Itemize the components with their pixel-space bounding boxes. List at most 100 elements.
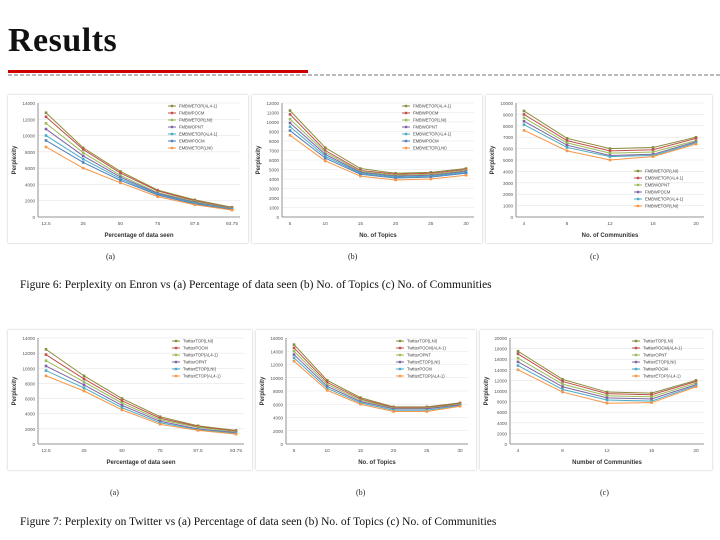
data-point bbox=[288, 109, 292, 112]
x-tick-label: 8 bbox=[566, 221, 569, 227]
legend-label: FMBWPOCM bbox=[413, 111, 439, 116]
legend-label: FMBWETOP(AL4-1) bbox=[413, 104, 452, 109]
legend-marker bbox=[398, 339, 402, 343]
data-point bbox=[120, 399, 124, 403]
data-point bbox=[81, 161, 85, 164]
data-point bbox=[561, 388, 564, 391]
chart-twitter-c: 0 2000 4000 6000 8000 10000 12000 14000 16000 180… bbox=[480, 330, 712, 470]
data-point bbox=[288, 113, 292, 116]
legend-marker bbox=[404, 118, 408, 122]
x-tick-label: 12.5 bbox=[41, 448, 51, 454]
x-tick-label: 10 bbox=[323, 221, 329, 227]
y-tick-label: 0 bbox=[510, 215, 513, 220]
x-tick-label: 20 bbox=[391, 448, 397, 454]
y-tick-label: 6000 bbox=[273, 402, 284, 407]
x-tick-label: 50 bbox=[118, 221, 124, 227]
legend-marker bbox=[170, 104, 174, 108]
data-point bbox=[44, 359, 48, 363]
y-tick-label: 10000 bbox=[22, 366, 35, 371]
data-point bbox=[394, 178, 397, 182]
data-point bbox=[81, 157, 85, 161]
data-point bbox=[292, 359, 296, 363]
data-point bbox=[522, 116, 526, 120]
x-tick-label: 93.75 bbox=[230, 448, 242, 454]
data-point bbox=[158, 415, 162, 419]
data-point bbox=[158, 421, 162, 425]
data-point bbox=[694, 381, 698, 385]
data-point bbox=[561, 378, 564, 381]
data-point bbox=[565, 137, 569, 140]
legend-marker bbox=[170, 118, 174, 122]
y-axis-label: Perplexity bbox=[490, 145, 496, 174]
data-point bbox=[650, 399, 653, 403]
legend-marker bbox=[404, 132, 408, 136]
y-axis-label: Perplexity bbox=[256, 145, 262, 174]
data-point bbox=[44, 348, 48, 351]
y-tick-label: 14000 bbox=[270, 349, 283, 354]
x-tick-label: 4 bbox=[523, 221, 526, 227]
y-tick-label: 10000 bbox=[270, 376, 283, 381]
data-point bbox=[119, 181, 122, 185]
legend-label: TwitterPOCM bbox=[407, 367, 432, 372]
data-point bbox=[608, 149, 612, 153]
legend-label: EMBWETOP(LNI) bbox=[413, 146, 447, 151]
data-point bbox=[288, 129, 292, 132]
data-point bbox=[44, 134, 48, 137]
data-point bbox=[516, 368, 520, 372]
y-tick-label: 18000 bbox=[494, 347, 507, 352]
x-tick-label: 25 bbox=[424, 448, 430, 454]
data-point bbox=[516, 360, 520, 364]
data-point bbox=[81, 151, 85, 154]
legend-marker bbox=[398, 360, 402, 364]
series-line bbox=[293, 360, 461, 413]
x-tick-label: 75 bbox=[155, 221, 161, 227]
data-point bbox=[323, 153, 327, 156]
data-point bbox=[44, 122, 48, 125]
chart-twitter-a-svg: 0 2000 4000 6000 8000 10000 12000 14000 12.5 25 50… bbox=[12, 336, 244, 466]
legend-label: EMBWOPNT bbox=[645, 183, 670, 188]
legend-marker bbox=[634, 360, 638, 364]
legend-marker bbox=[634, 339, 638, 343]
legend-marker bbox=[170, 146, 174, 150]
x-tick-label: 16 bbox=[650, 221, 656, 227]
data-point bbox=[81, 148, 85, 151]
data-point bbox=[156, 195, 159, 198]
x-tick-label: 5 bbox=[293, 448, 296, 454]
y-tick-label: 12000 bbox=[494, 378, 507, 383]
y-tick-label: 6000 bbox=[497, 410, 508, 415]
data-point bbox=[516, 356, 520, 360]
data-point bbox=[120, 401, 124, 405]
data-point bbox=[288, 117, 292, 121]
y-tick-label: 1000 bbox=[503, 204, 514, 209]
data-point bbox=[323, 146, 327, 149]
x-tick-label: 4 bbox=[517, 448, 520, 454]
data-point bbox=[323, 154, 327, 158]
legend-label: TwitterTOP(LNI) bbox=[643, 339, 674, 344]
legend-label: EMBWETOP(AL4-1) bbox=[645, 197, 684, 202]
x-tick-label: 20 bbox=[693, 448, 699, 454]
legend-label: FMBWOPNT bbox=[179, 125, 204, 130]
y-tick-label: 0 bbox=[504, 442, 507, 447]
legend-label: EMBWETOP(LNI) bbox=[179, 146, 213, 151]
series-line bbox=[45, 128, 233, 210]
data-point bbox=[651, 148, 655, 152]
data-point bbox=[650, 391, 653, 395]
data-point bbox=[651, 150, 655, 154]
data-point bbox=[565, 146, 569, 149]
data-point bbox=[82, 383, 86, 387]
series-line bbox=[45, 140, 233, 211]
data-point bbox=[120, 404, 124, 407]
x-tick-label: 25 bbox=[81, 221, 87, 227]
data-point bbox=[394, 176, 397, 180]
series-line bbox=[289, 114, 467, 175]
data-point bbox=[522, 123, 526, 126]
y-tick-label: 0 bbox=[280, 442, 283, 447]
series-line bbox=[45, 375, 237, 435]
series-line bbox=[289, 130, 467, 179]
y-tick-label: 11000 bbox=[267, 111, 280, 116]
data-point bbox=[429, 177, 433, 181]
series-line bbox=[293, 350, 461, 409]
data-point bbox=[196, 426, 200, 429]
y-tick-label: 14000 bbox=[494, 368, 507, 373]
legend-label: FMBWPOCM bbox=[645, 190, 671, 195]
